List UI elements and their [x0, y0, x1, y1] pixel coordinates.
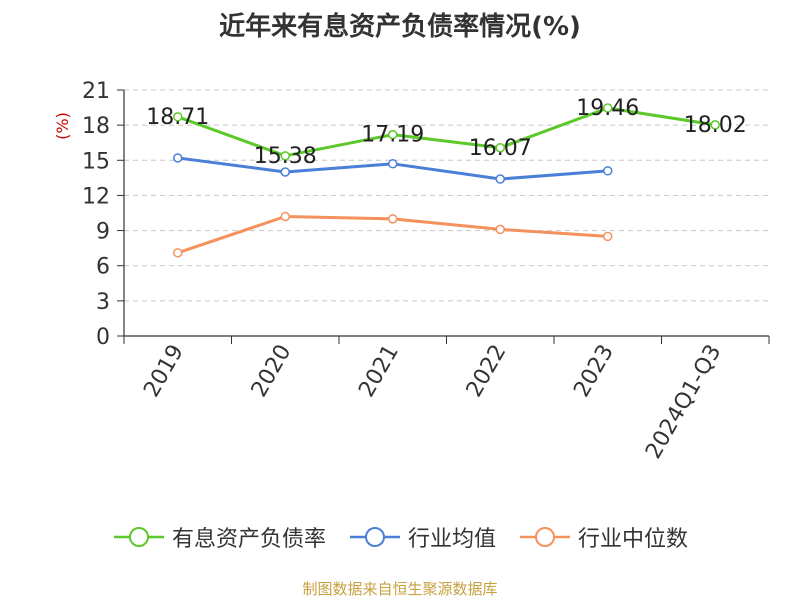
- legend-label: 行业中位数: [578, 527, 689, 552]
- x-tick-label: 2022: [462, 341, 512, 402]
- y-tick-label: 9: [96, 220, 110, 245]
- x-tick-label: 2023: [569, 341, 619, 402]
- legend-label: 行业均值: [407, 527, 496, 552]
- x-tick-label: 2019: [139, 341, 189, 402]
- data-point: [280, 211, 290, 222]
- data-label: 16.07: [469, 136, 532, 161]
- y-tick-label: 12: [82, 184, 110, 209]
- data-labels: 18.71 15.38 17.19 16.07 19.46 18.02: [146, 96, 746, 169]
- data-point: [710, 120, 720, 130]
- x-axis-ticks: 2019 2020 2021 2022 2023 2024Q1-Q3: [123, 336, 770, 464]
- data-point: [388, 214, 398, 224]
- x-tick-label: 2024Q1-Q3: [641, 341, 726, 464]
- data-point: [603, 103, 613, 113]
- data-label: 18.02: [684, 113, 747, 138]
- data-label: 19.46: [576, 96, 639, 121]
- data-point: [280, 151, 290, 161]
- legend-swatch: [113, 527, 164, 547]
- legend-label: 有息资产负债率: [171, 527, 326, 552]
- data-point: [173, 112, 183, 122]
- y-tick-label: 3: [96, 290, 110, 315]
- legend-item-1[interactable]: 有息资产负债率: [112, 521, 326, 553]
- data-label: 18.71: [146, 105, 209, 130]
- source-note: 制图数据来自恒生聚源数据库: [302, 580, 498, 598]
- y-tick-label: 0: [96, 325, 110, 350]
- legend-swatch: [520, 527, 570, 547]
- series-line-1: [177, 106, 716, 158]
- axes: [123, 90, 769, 337]
- y-tick-label: 15: [82, 149, 110, 174]
- y-axis-ticks: 0 3 6 9 12 15 18 21: [82, 79, 124, 350]
- data-label: 17.19: [361, 123, 424, 148]
- data-point: [603, 231, 613, 242]
- x-tick-label: 2020: [247, 341, 297, 402]
- x-tick-label: 2021: [354, 341, 404, 402]
- data-point: [388, 159, 398, 169]
- data-point: [603, 166, 613, 176]
- data-point: [495, 143, 505, 153]
- legend-item-3[interactable]: 行业中位数: [518, 521, 688, 553]
- data-point: [388, 129, 398, 140]
- gridlines: [124, 89, 769, 302]
- data-point: [280, 167, 290, 177]
- chart-title: 近年来有息资产负债率情况(%): [219, 12, 581, 42]
- data-point: [173, 248, 183, 258]
- series-group: [173, 103, 720, 258]
- data-label: 15.38: [254, 144, 317, 169]
- y-tick-label: 6: [96, 255, 110, 280]
- y-tick-label: 21: [82, 79, 110, 104]
- data-point: [173, 153, 183, 163]
- legend: 有息资产负债率 行业均值 行业中位数: [0, 520, 800, 554]
- data-point: [495, 224, 505, 235]
- legend-item-2[interactable]: 行业均值: [348, 521, 496, 553]
- y-tick-label: 18: [82, 114, 110, 139]
- line-chart: 0 3 6 9 12 15 18 21 2019 2020 2021 2022 2023 2024Q1-…: [53, 79, 770, 464]
- data-point: [495, 174, 505, 184]
- legend-swatch: [349, 527, 400, 547]
- y-axis-label: (%): [53, 112, 72, 140]
